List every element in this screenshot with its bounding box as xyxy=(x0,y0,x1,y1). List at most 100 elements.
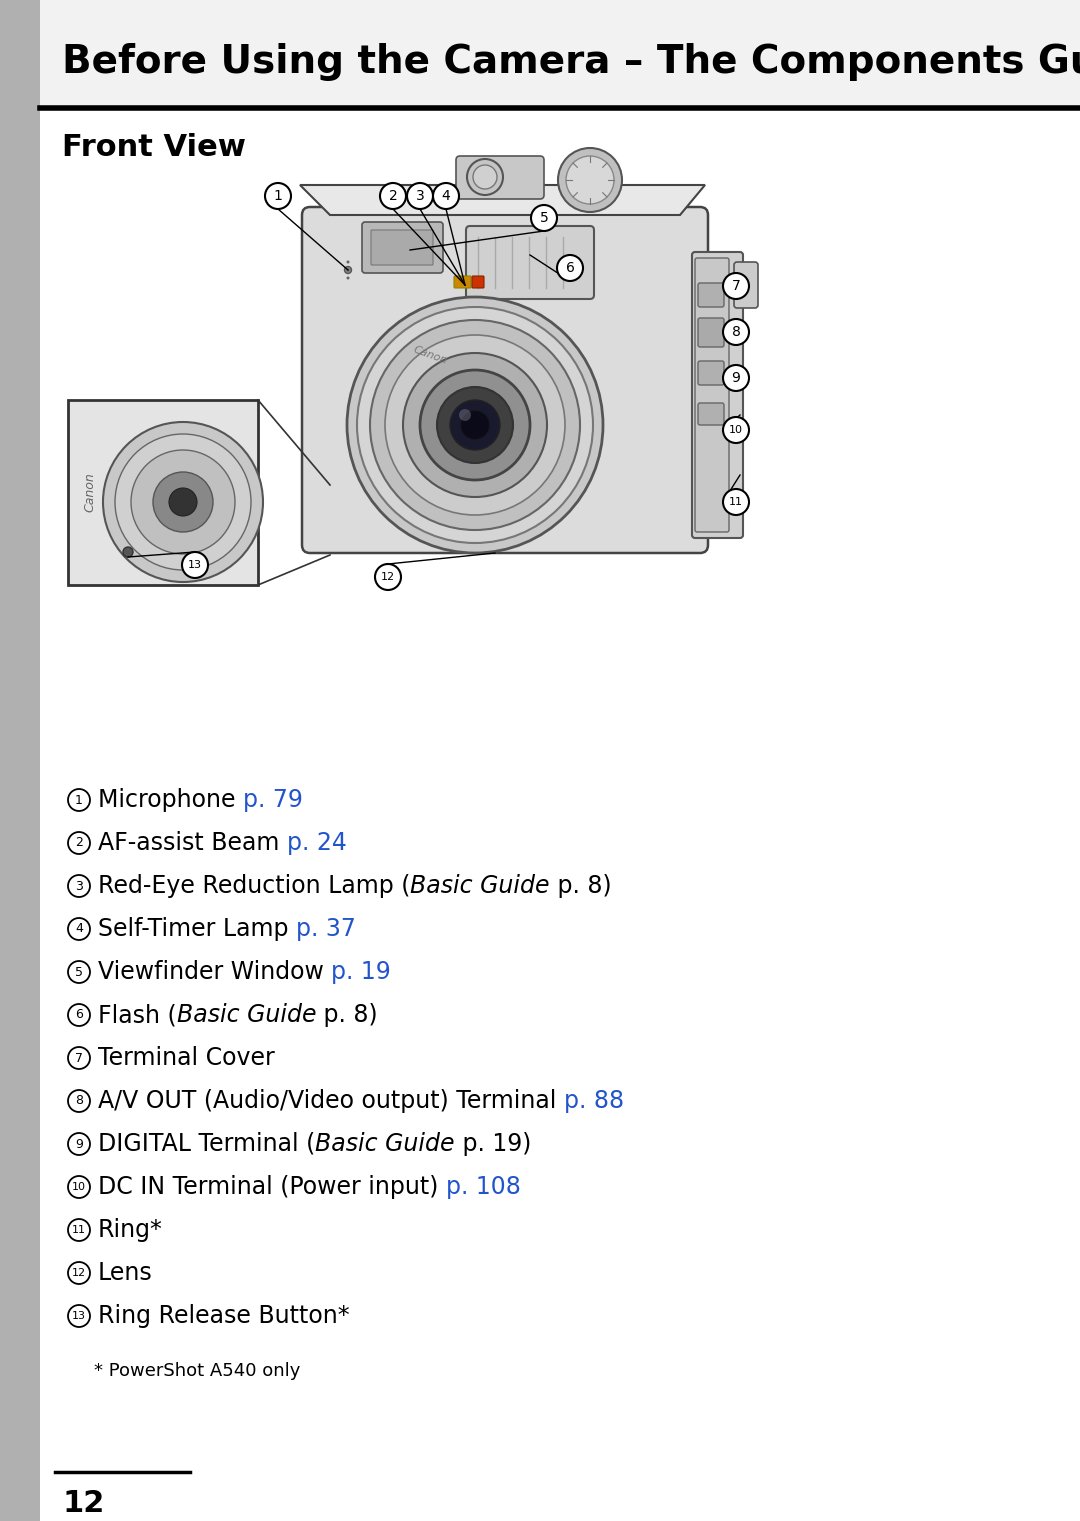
FancyBboxPatch shape xyxy=(362,222,443,272)
Circle shape xyxy=(103,421,264,583)
Text: 13: 13 xyxy=(188,560,202,570)
Text: p. 79: p. 79 xyxy=(243,788,302,812)
Circle shape xyxy=(723,365,750,391)
Text: Ring*: Ring* xyxy=(98,1218,163,1243)
Circle shape xyxy=(723,488,750,516)
Circle shape xyxy=(347,277,350,280)
Text: 10: 10 xyxy=(729,424,743,435)
Text: 5: 5 xyxy=(540,211,549,225)
Circle shape xyxy=(68,1305,90,1326)
Circle shape xyxy=(131,450,235,554)
Text: 8: 8 xyxy=(731,325,741,339)
Circle shape xyxy=(433,183,459,208)
Circle shape xyxy=(114,433,251,570)
Circle shape xyxy=(347,269,350,272)
Text: p. 8): p. 8) xyxy=(550,875,611,897)
FancyBboxPatch shape xyxy=(698,283,724,307)
Circle shape xyxy=(347,260,350,263)
Text: A/V OUT (Audio/Video output) Terminal: A/V OUT (Audio/Video output) Terminal xyxy=(98,1089,564,1113)
Circle shape xyxy=(375,564,401,590)
Text: DC IN Terminal (Power input): DC IN Terminal (Power input) xyxy=(98,1176,446,1199)
FancyBboxPatch shape xyxy=(472,275,484,287)
Text: 4: 4 xyxy=(76,923,83,935)
Circle shape xyxy=(467,160,503,195)
Text: p. 88: p. 88 xyxy=(564,1089,624,1113)
Text: 13: 13 xyxy=(72,1311,86,1322)
Text: 10: 10 xyxy=(72,1182,86,1192)
Text: 5: 5 xyxy=(75,966,83,978)
Circle shape xyxy=(461,411,489,440)
Circle shape xyxy=(68,961,90,983)
Text: 1: 1 xyxy=(76,794,83,806)
Circle shape xyxy=(473,164,497,189)
FancyBboxPatch shape xyxy=(698,318,724,347)
Text: 7: 7 xyxy=(731,278,741,294)
Text: Viewfinder Window: Viewfinder Window xyxy=(98,960,332,984)
Text: 8: 8 xyxy=(75,1095,83,1107)
Text: 11: 11 xyxy=(729,497,743,506)
Text: Red-Eye Reduction Lamp (: Red-Eye Reduction Lamp ( xyxy=(98,875,410,897)
Bar xyxy=(68,400,258,586)
Circle shape xyxy=(68,919,90,940)
Circle shape xyxy=(531,205,557,231)
Text: p. 19): p. 19) xyxy=(455,1132,531,1156)
Circle shape xyxy=(68,789,90,811)
Text: 9: 9 xyxy=(731,371,741,385)
Bar xyxy=(40,0,1080,108)
Circle shape xyxy=(68,1176,90,1199)
Text: 2: 2 xyxy=(76,837,83,850)
FancyBboxPatch shape xyxy=(454,275,471,287)
Circle shape xyxy=(384,335,565,516)
Circle shape xyxy=(345,266,351,274)
Text: Flash (: Flash ( xyxy=(98,1002,177,1027)
Circle shape xyxy=(370,319,580,529)
Text: p. 24: p. 24 xyxy=(287,830,347,855)
Text: Self-Timer Lamp: Self-Timer Lamp xyxy=(98,917,296,941)
Circle shape xyxy=(265,183,291,208)
FancyBboxPatch shape xyxy=(698,360,724,385)
Text: 7: 7 xyxy=(75,1051,83,1065)
Circle shape xyxy=(723,417,750,443)
Text: 12: 12 xyxy=(381,572,395,583)
Circle shape xyxy=(380,183,406,208)
Circle shape xyxy=(68,1133,90,1154)
Text: 2: 2 xyxy=(389,189,397,202)
Circle shape xyxy=(407,183,433,208)
Circle shape xyxy=(403,353,546,497)
Circle shape xyxy=(68,1091,90,1112)
Text: DIGITAL Terminal (: DIGITAL Terminal ( xyxy=(98,1132,315,1156)
Text: p. 108: p. 108 xyxy=(446,1176,521,1199)
Circle shape xyxy=(459,409,471,421)
Text: 12: 12 xyxy=(72,1269,86,1278)
Text: Microphone: Microphone xyxy=(98,788,243,812)
Circle shape xyxy=(437,386,513,462)
Circle shape xyxy=(557,256,583,281)
Text: Terminal Cover: Terminal Cover xyxy=(98,1046,274,1069)
FancyBboxPatch shape xyxy=(698,403,724,424)
Text: 6: 6 xyxy=(76,1008,83,1022)
Circle shape xyxy=(168,488,197,516)
Text: Canon: Canon xyxy=(83,472,96,513)
Circle shape xyxy=(68,875,90,897)
Text: Before Using the Camera – The Components Guide: Before Using the Camera – The Components… xyxy=(62,43,1080,81)
Text: Basic Guide: Basic Guide xyxy=(177,1002,316,1027)
Text: Front View: Front View xyxy=(62,134,246,163)
Text: 11: 11 xyxy=(72,1224,86,1235)
FancyBboxPatch shape xyxy=(456,157,544,199)
Circle shape xyxy=(723,272,750,300)
Text: p. 19: p. 19 xyxy=(332,960,391,984)
Circle shape xyxy=(723,319,750,345)
Text: Ring Release Button*: Ring Release Button* xyxy=(98,1303,350,1328)
FancyBboxPatch shape xyxy=(372,230,433,265)
Text: p. 8): p. 8) xyxy=(316,1002,378,1027)
Circle shape xyxy=(153,472,213,532)
Text: AF-assist Beam: AF-assist Beam xyxy=(98,830,287,855)
Text: Lens: Lens xyxy=(98,1261,152,1285)
Circle shape xyxy=(68,832,90,853)
Polygon shape xyxy=(300,186,705,214)
Circle shape xyxy=(68,1262,90,1284)
Circle shape xyxy=(558,148,622,211)
FancyBboxPatch shape xyxy=(302,207,708,554)
Circle shape xyxy=(183,552,208,578)
FancyBboxPatch shape xyxy=(465,227,594,300)
